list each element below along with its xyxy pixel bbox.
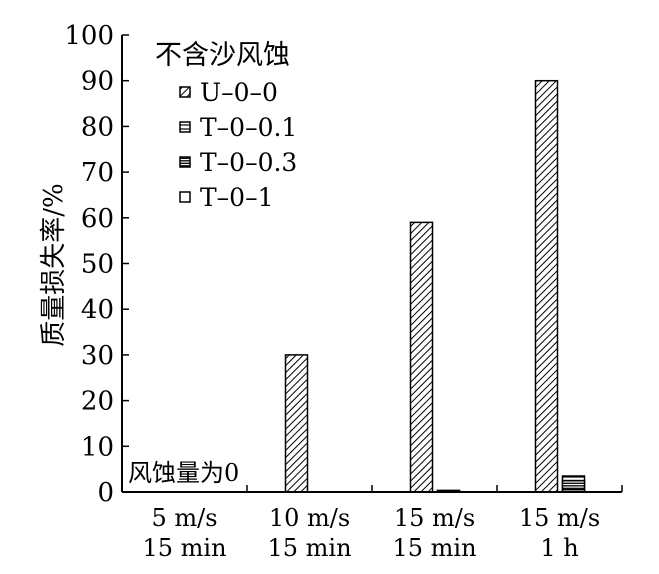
y-tick-label: 70 [81,158,114,188]
x-tick-label: 15 m/s [519,504,600,532]
legend-entry: T–0–0.3 [200,148,297,177]
bar-diagonal-2 [409,221,434,493]
y-tick-label: 10 [81,432,114,462]
y-tick-label: 20 [81,387,114,417]
y-tick-label: 100 [64,21,114,51]
x-tick-label: 1 h [540,534,578,562]
y-tick-label: 30 [81,341,114,371]
legend-entry: T–0–1 [200,183,274,212]
x-tick-label: 15 min [392,534,476,562]
y-tick-label: 40 [81,295,114,325]
legend-entry: U–0–0 [200,78,278,107]
legend-swatch-diagonal [179,86,191,98]
x-tick-label: 10 m/s [269,504,350,532]
legend-swatch-empty [179,191,191,203]
x-tick-label: 15 min [267,534,351,562]
legend-title: 不含沙风蚀 [155,40,290,71]
x-tick-label: 5 m/s [151,504,217,532]
bar-diagonal-3 [534,79,559,493]
y-tick-label: 90 [81,67,114,97]
plot-area [284,79,586,493]
legend: 不含沙风蚀 U–0–0 T–0–0.1 T–0–0.3 T–0–1 [155,40,297,212]
y-tick-label: 50 [81,250,114,280]
y-tick-label: 60 [81,204,114,234]
legend-swatch-horizontal-dense [179,156,191,168]
x-tick-label: 15 m/s [394,504,475,532]
y-tick-label: 80 [81,112,114,142]
bar-diagonal-1 [284,354,309,493]
legend-swatch-horizontal [179,121,191,133]
y-axis: 0 10 20 30 40 50 60 70 80 90 100 [64,21,129,508]
zero-erosion-annotation: 风蚀量为0 [128,459,239,487]
y-tick-label: 0 [97,478,114,508]
x-tick-label: 15 min [142,534,226,562]
y-axis-label: 质量损失率/% [39,183,69,346]
legend-entry: T–0–0.1 [200,113,297,142]
